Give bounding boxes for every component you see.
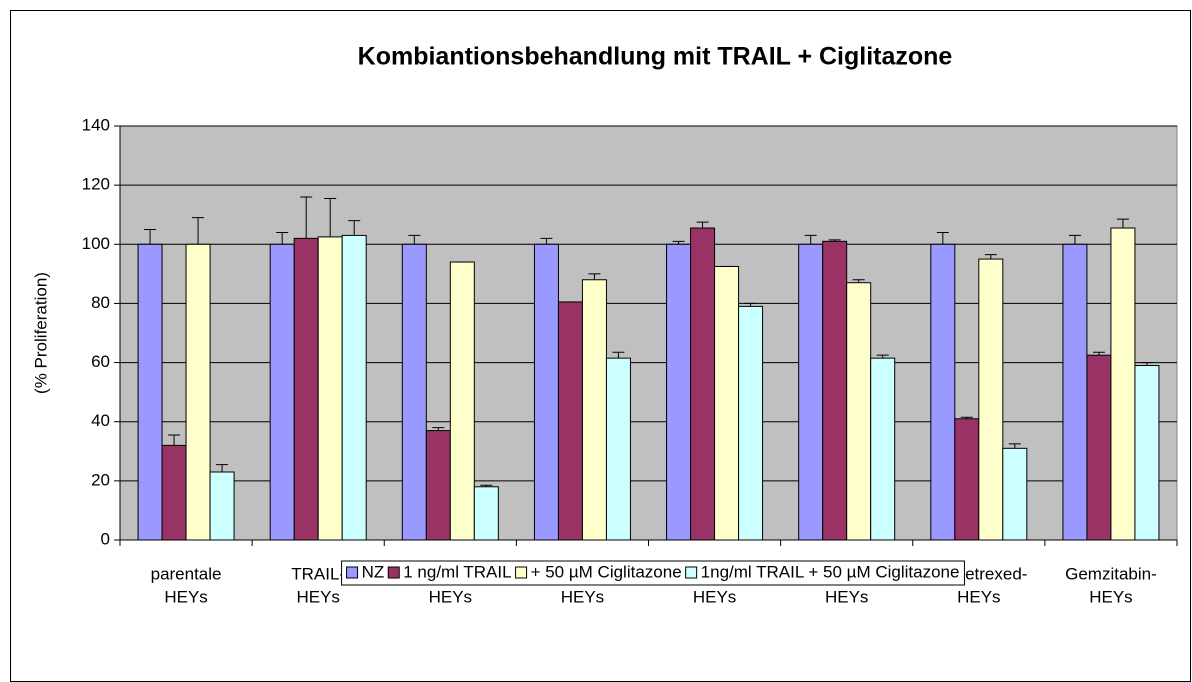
bar	[425, 430, 451, 541]
error-bar	[276, 231, 289, 245]
bar	[954, 418, 980, 541]
bar	[185, 243, 211, 541]
y-tick-label: 100	[82, 234, 110, 253]
bar	[1086, 354, 1112, 541]
error-bar	[672, 240, 685, 245]
error-bar	[612, 351, 625, 359]
error-bar	[432, 427, 445, 431]
error-bar	[828, 239, 841, 242]
error-bar	[324, 197, 337, 237]
error-bar	[960, 416, 973, 419]
y-tick-label: 0	[101, 529, 110, 548]
y-tick-label: 60	[91, 352, 110, 371]
chart-title: Kombiantionsbehandlung mit TRAIL + Cigli…	[358, 43, 953, 71]
bar	[930, 243, 956, 541]
error-bar	[852, 279, 865, 283]
bar	[690, 227, 716, 541]
bar	[209, 471, 235, 541]
bar	[449, 261, 475, 541]
bar	[605, 357, 631, 541]
bar	[870, 357, 896, 541]
bar	[473, 486, 499, 541]
error-bar	[192, 217, 205, 245]
bar	[137, 243, 163, 541]
y-tick-label: 40	[91, 411, 110, 430]
bar	[293, 237, 319, 541]
bar	[1110, 227, 1136, 541]
legend-box	[341, 560, 965, 586]
error-bar	[216, 464, 229, 472]
bar	[533, 243, 559, 541]
error-bar	[408, 234, 421, 245]
error-bar	[1068, 234, 1081, 245]
error-bar	[744, 302, 757, 307]
error-bar	[348, 220, 361, 236]
legend-label: NZ	[362, 562, 385, 581]
bar	[846, 282, 872, 541]
error-bar	[696, 221, 709, 229]
bar	[1002, 447, 1028, 541]
bar	[978, 258, 1004, 541]
x-tick-label: HEYs	[1089, 587, 1132, 606]
x-tick-label: HEYs	[296, 587, 339, 606]
legend-label: 1 ng/ml TRAIL	[403, 562, 511, 581]
x-tick-label: HEYs	[957, 587, 1000, 606]
bar	[714, 265, 740, 541]
y-tick-label: 140	[82, 115, 110, 134]
x-tick-label: HEYs	[429, 587, 472, 606]
error-bar	[936, 231, 949, 245]
error-bar	[168, 434, 181, 446]
bar	[317, 236, 343, 541]
error-bar	[144, 229, 157, 245]
legend-label: + 50 µM Ciglitazone	[531, 562, 682, 581]
bar	[666, 243, 692, 541]
bar	[269, 243, 295, 541]
x-tick-label: HEYs	[825, 587, 868, 606]
x-tick-label: Gemzitabin-	[1065, 564, 1157, 583]
error-bar	[1116, 218, 1129, 229]
x-tick-label: HEYs	[164, 587, 207, 606]
error-bar	[1092, 351, 1105, 356]
y-tick-label: 120	[82, 175, 110, 194]
y-axis-label: (% Proliferation)	[31, 272, 50, 394]
bar	[798, 243, 824, 541]
legend-swatch	[387, 566, 400, 579]
legend-label: 1ng/ml TRAIL + 50 µM Ciglitazone	[701, 562, 960, 581]
error-bar	[480, 484, 493, 487]
y-tick-label: 20	[91, 470, 110, 489]
bar	[557, 301, 583, 541]
x-tick-label: TRAIL-	[291, 564, 345, 583]
bar	[1062, 243, 1088, 541]
error-bar	[1008, 443, 1021, 449]
y-tick-label: 80	[91, 293, 110, 312]
bar	[161, 444, 187, 541]
legend-swatch	[685, 566, 698, 579]
x-tick-label: HEYs	[693, 587, 736, 606]
bar	[1134, 365, 1160, 541]
bar	[341, 234, 367, 541]
x-tick-label: HEYs	[561, 587, 604, 606]
bar	[401, 243, 427, 541]
error-bar	[876, 354, 889, 359]
error-bar	[300, 196, 313, 239]
legend-swatch	[346, 566, 359, 579]
error-bar	[588, 273, 601, 280]
legend-swatch	[515, 566, 528, 579]
bar	[822, 240, 848, 541]
bar	[581, 279, 607, 541]
error-bar	[984, 254, 997, 260]
error-bar	[804, 234, 817, 245]
bar	[738, 305, 764, 541]
error-bar	[1140, 362, 1153, 366]
x-tick-label: parentale	[151, 564, 222, 583]
error-bar	[540, 237, 553, 245]
